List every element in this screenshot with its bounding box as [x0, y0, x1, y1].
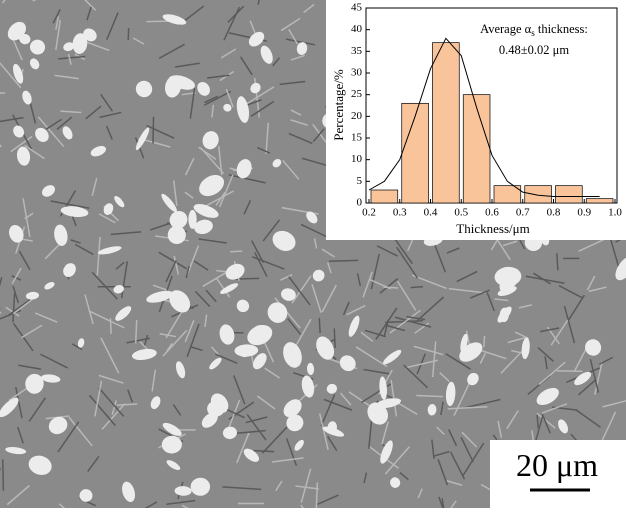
- bar: [402, 103, 429, 203]
- x-tick-label: 0.3: [393, 207, 407, 219]
- bar: [433, 43, 460, 203]
- lamella: [537, 415, 538, 428]
- x-tick-label: 1.0: [608, 207, 622, 219]
- y-tick-label: 5: [357, 175, 363, 187]
- y-tick-label: 40: [351, 23, 363, 35]
- lamella: [128, 28, 129, 40]
- bar: [586, 199, 613, 203]
- y-tick-label: 20: [351, 110, 363, 122]
- annotation-line1: Average αs thickness:: [480, 22, 588, 38]
- lamella: [136, 320, 137, 343]
- scale-bar-label: 20 μm: [516, 447, 598, 483]
- y-tick-label: 0: [357, 197, 363, 209]
- bar: [463, 95, 490, 203]
- y-tick-label: 25: [351, 88, 363, 100]
- y-axis-label: Percentage/%: [331, 69, 346, 141]
- x-tick-label: 0.4: [424, 207, 438, 219]
- y-tick-label: 10: [351, 153, 363, 165]
- x-axis-label: Thickness/μm: [456, 221, 529, 236]
- bar: [556, 186, 583, 203]
- lamella: [329, 260, 358, 261]
- bar: [371, 190, 398, 203]
- lamella: [334, 328, 335, 348]
- lamella: [230, 251, 242, 252]
- annotation-text: thickness:: [535, 22, 588, 36]
- x-tick-label: 0.6: [485, 207, 499, 219]
- lamella: [484, 336, 485, 347]
- bar: [525, 186, 552, 203]
- x-tick-label: 0.8: [547, 207, 561, 219]
- annotation-text: Average α: [480, 22, 532, 36]
- x-tick-label: 0.7: [516, 207, 530, 219]
- x-tick-label: 0.5: [454, 207, 468, 219]
- y-tick-label: 15: [351, 132, 363, 144]
- y-tick-label: 45: [351, 2, 363, 14]
- y-tick-label: 35: [351, 45, 363, 57]
- y-tick-label: 30: [351, 67, 363, 79]
- lamella: [411, 287, 423, 288]
- x-tick-label: 0.9: [577, 207, 591, 219]
- x-tick-label: 0.2: [362, 207, 376, 219]
- annotation-line2: 0.48±0.02 μm: [499, 43, 569, 57]
- lamella: [319, 318, 320, 333]
- lamella: [3, 459, 4, 490]
- lamella: [146, 21, 169, 22]
